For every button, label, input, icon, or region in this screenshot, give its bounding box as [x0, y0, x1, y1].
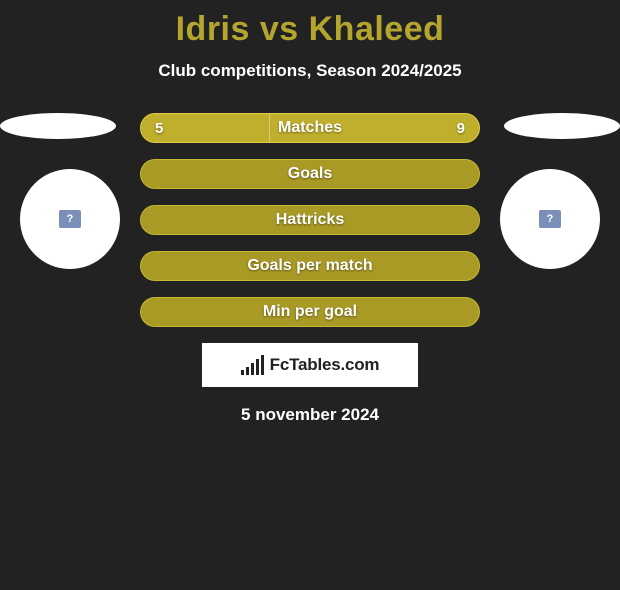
page-title: Idris vs Khaleed [0, 10, 620, 49]
matches-value-left: 5 [155, 120, 163, 137]
stat-pill-goals-per-match: Goals per match [140, 251, 480, 281]
logo-bar [246, 367, 249, 375]
stat-label: Goals per match [247, 257, 372, 275]
subtitle: Club competitions, Season 2024/2025 [0, 61, 620, 81]
image-placeholder-icon [59, 210, 81, 228]
stat-pill-stack: 5 Matches 9 Goals Hattricks Goals per ma… [140, 113, 480, 327]
stat-pill-matches: 5 Matches 9 [140, 113, 480, 143]
stat-pill-hattricks: Hattricks [140, 205, 480, 235]
date-label: 5 november 2024 [0, 405, 620, 425]
stat-label: Hattricks [276, 211, 344, 229]
logo-bar [251, 363, 254, 375]
player-avatar-right [500, 169, 600, 269]
comparison-panel: 5 Matches 9 Goals Hattricks Goals per ma… [0, 113, 620, 425]
logo-bar [241, 370, 244, 375]
logo-text: FcTables.com [270, 355, 380, 375]
stat-label: Goals [288, 165, 332, 183]
matches-value-right: 9 [457, 120, 465, 137]
stat-pill-min-per-goal: Min per goal [140, 297, 480, 327]
source-logo: FcTables.com [202, 343, 418, 387]
matches-divider [269, 114, 270, 142]
stat-label: Min per goal [263, 303, 357, 321]
logo-bar [261, 355, 264, 375]
decor-ellipse-left [0, 113, 116, 139]
logo-bars-icon [241, 355, 264, 375]
matches-label: Matches [278, 119, 342, 137]
logo-bar [256, 359, 259, 375]
image-placeholder-icon [539, 210, 561, 228]
decor-ellipse-right [504, 113, 620, 139]
stat-pill-goals: Goals [140, 159, 480, 189]
player-avatar-left [20, 169, 120, 269]
